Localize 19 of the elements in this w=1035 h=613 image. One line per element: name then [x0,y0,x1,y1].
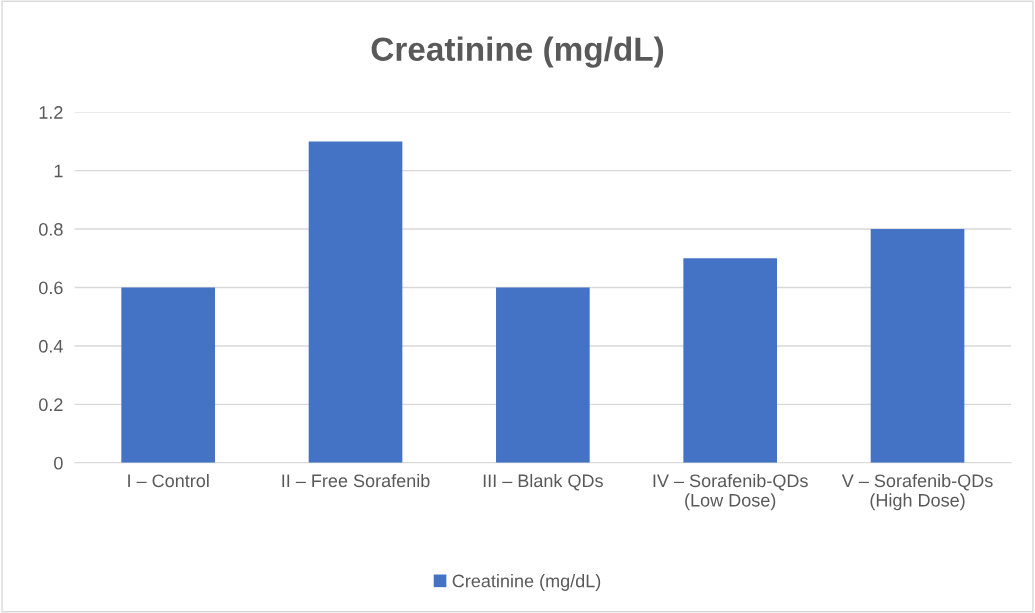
x-tick-label: V – Sorafenib-QDs (High Dose) [841,473,993,511]
y-tick-label: 0.8 [39,222,63,236]
bar [496,287,590,463]
x-tick-label: IV – Sorafenib-QDs (Low Dose) [653,473,808,511]
y-tick-label: 1 [54,164,63,178]
x-tick-label: III – Blank QDs [483,473,603,491]
bar [308,141,403,463]
bar [121,287,216,463]
y-tick-label: 0.4 [39,339,63,353]
y-tick-label: 0 [54,456,63,470]
y-tick-label: 0.2 [39,398,63,412]
bar [683,258,778,463]
x-tick-label: I – Control [128,473,209,488]
x-tick-label: II – Free Sorafenib [282,473,430,488]
y-tick-label: 1.2 [39,106,63,119]
legend-label: Creatinine (mg/dL) [452,574,601,591]
bar [870,229,965,463]
chart-title: Creatinine (mg/dL) [371,36,664,68]
y-tick-label: 0.6 [39,281,63,295]
